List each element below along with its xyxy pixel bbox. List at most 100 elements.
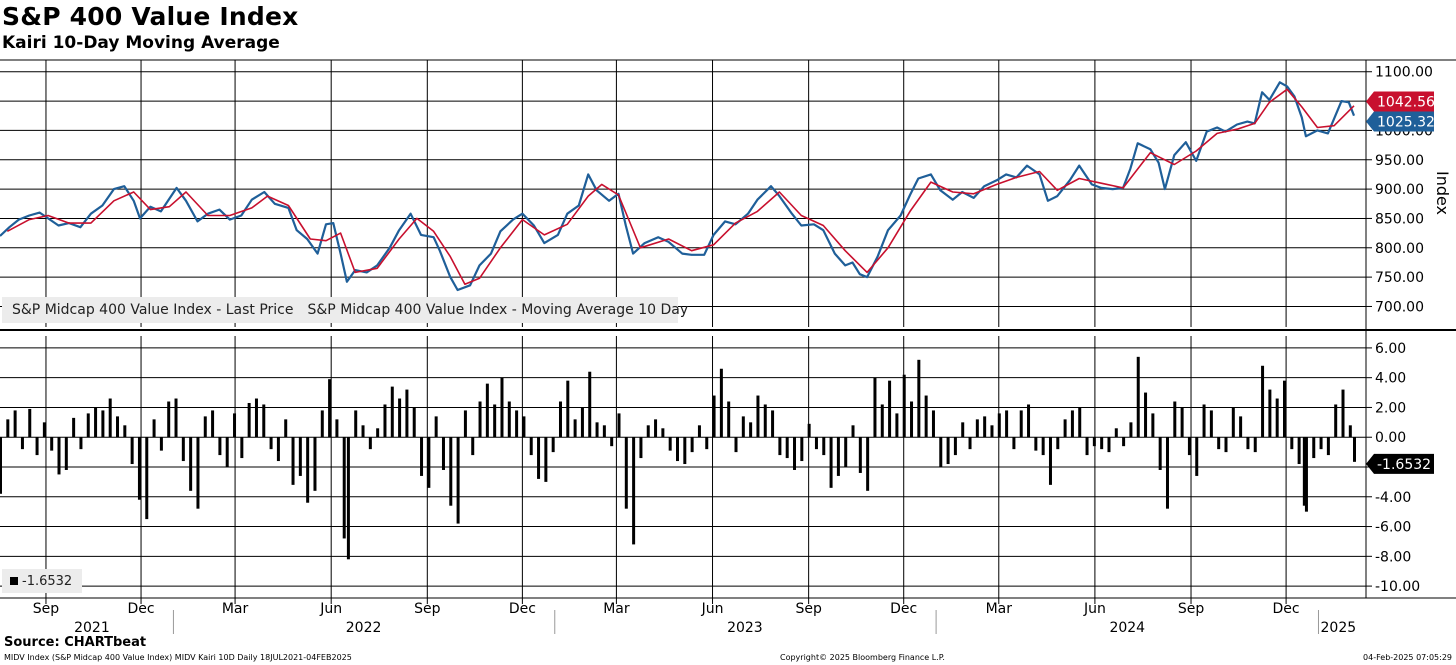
last-value-badges: 1042.56 1025.32 -1.6532 xyxy=(1366,91,1435,474)
kairi-bar xyxy=(262,404,266,438)
kairi-bar xyxy=(1326,437,1330,456)
lower-y-tick-label: -8.00 xyxy=(1375,549,1411,565)
kairi-bar xyxy=(1253,437,1257,453)
kairi-bar xyxy=(931,410,935,438)
kairi-bar xyxy=(485,383,489,438)
kairi-bar xyxy=(573,419,577,438)
kairi-bar xyxy=(1202,404,1206,438)
kairi-bar xyxy=(1070,410,1074,438)
kairi-bar xyxy=(254,398,258,438)
chart-title: S&P 400 Value Index xyxy=(2,2,299,31)
kairi-bar xyxy=(676,437,679,462)
kairi-bar xyxy=(276,437,280,462)
kairi-bar xyxy=(123,425,127,438)
kairi-bar xyxy=(778,437,782,456)
x-month-label: Jun xyxy=(319,601,342,617)
lower-y-tick-label: 0.00 xyxy=(1375,430,1406,446)
kairi-bar xyxy=(94,407,98,438)
kairi-bar xyxy=(72,417,76,438)
kairi-bar xyxy=(1027,404,1031,438)
kairi-bar xyxy=(152,419,156,438)
kairi-bar xyxy=(858,437,862,473)
kairi-bar xyxy=(6,419,10,438)
kairi-bar xyxy=(159,437,163,451)
x-month-label: Jun xyxy=(701,601,724,617)
chart-subtitle: Kairi 10-Day Moving Average xyxy=(2,33,280,53)
kairi-bar xyxy=(86,413,90,438)
kairi-bar xyxy=(449,437,453,506)
kairi-bar xyxy=(342,437,346,539)
kairi-bar xyxy=(537,437,541,479)
kairi-bar xyxy=(544,437,548,482)
kairi-bar xyxy=(836,437,840,476)
kairi-bar xyxy=(1217,437,1221,450)
kairi-bar xyxy=(1334,404,1338,438)
kairi-bar xyxy=(427,437,431,488)
kairi-bar xyxy=(116,416,120,438)
kairi-bar xyxy=(1144,392,1148,438)
kairi-bar xyxy=(1012,437,1016,450)
kairi-bar xyxy=(1041,437,1045,456)
kairi-bar xyxy=(390,386,394,438)
kairi-bar xyxy=(793,437,797,470)
kairi-bar xyxy=(529,437,533,456)
kairi-bars xyxy=(0,356,1356,560)
kairi-bar xyxy=(741,416,745,438)
kairi-bar xyxy=(13,410,17,438)
kairi-bar xyxy=(917,359,921,438)
x-month-label: Dec xyxy=(509,601,536,617)
kairi-bar xyxy=(64,437,68,470)
price-last-badge-bg xyxy=(1366,111,1434,132)
kairi-bar xyxy=(335,419,339,438)
kairi-bar xyxy=(284,419,288,438)
kairi-bar xyxy=(610,437,614,447)
kairi-bar xyxy=(785,437,789,459)
kairi-bar xyxy=(189,437,193,491)
kairi-bar xyxy=(1224,437,1228,453)
lower-y-tick-label: -6.00 xyxy=(1375,520,1411,536)
kairi-bar xyxy=(101,410,105,438)
kairi-bar xyxy=(624,437,628,509)
kairi-bar xyxy=(558,401,562,438)
legend-label-ma: S&P Midcap 400 Value Index - Moving Aver… xyxy=(307,302,689,318)
kairi-bar xyxy=(1275,398,1279,438)
lower-y-tick-label: 4.00 xyxy=(1375,371,1406,387)
kairi-bar xyxy=(50,437,54,451)
kairi-last-badge-text: -1.6532 xyxy=(1377,457,1431,473)
x-year-label: 2022 xyxy=(346,620,382,636)
kairi-bar xyxy=(507,401,511,438)
kairi-bar xyxy=(1297,437,1301,465)
x-month-label: Dec xyxy=(127,601,154,617)
kairi-bar xyxy=(997,413,1001,438)
price-last-badge-text: 1025.32 xyxy=(1377,115,1435,131)
kairi-bar xyxy=(1063,419,1067,438)
kairi-bar xyxy=(522,416,526,438)
kairi-bar xyxy=(975,419,979,438)
kairi-bar xyxy=(749,422,753,438)
kairi-bar xyxy=(1304,437,1308,512)
kairi-bar xyxy=(1151,413,1155,438)
kairi-bar xyxy=(844,437,848,467)
x-month-label: Dec xyxy=(1273,601,1300,617)
kairi-bar xyxy=(873,377,877,438)
kairi-bar xyxy=(361,425,365,438)
kairi-bar xyxy=(902,374,906,438)
kairi-bar xyxy=(298,437,302,476)
kairi-bar xyxy=(218,437,222,456)
kairi-bar xyxy=(1085,437,1089,456)
kairi-bar xyxy=(233,413,237,438)
kairi-bar xyxy=(939,437,943,467)
footer-copyright: Copyright© 2025 Bloomberg Finance L.P. xyxy=(780,653,945,662)
kairi-bar xyxy=(727,401,731,438)
kairi-bar xyxy=(412,407,416,438)
kairi-bar xyxy=(1283,380,1287,438)
kairi-bar xyxy=(328,379,332,438)
kairi-bar xyxy=(240,437,244,459)
kairi-bar xyxy=(1173,401,1177,438)
kairi-bar xyxy=(1122,437,1126,447)
kairi-bar xyxy=(456,437,460,524)
kairi-bar xyxy=(566,380,570,438)
upper-y-tick-label: 950.00 xyxy=(1375,153,1424,169)
y-axis-label: Index xyxy=(1433,171,1452,215)
x-year-label: 2021 xyxy=(74,620,110,636)
